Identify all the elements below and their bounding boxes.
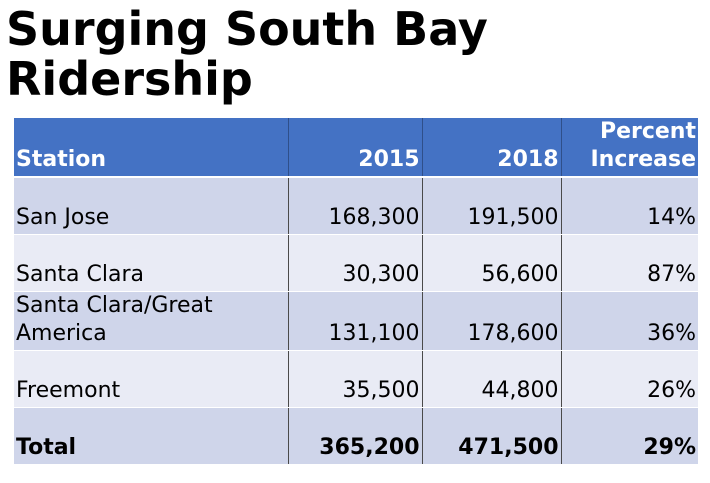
table-row: Santa Clara 30,300 56,600 87%: [14, 234, 698, 292]
total-2018-cell: 471,500: [422, 407, 562, 465]
table-header-row: Station 2015 2018 Percent Increase: [14, 118, 698, 178]
ridership-2015-cell: 35,500: [288, 350, 423, 408]
total-percent-cell: 29%: [561, 407, 698, 465]
header-2015: 2015: [288, 118, 423, 178]
percent-increase-cell: 36%: [561, 291, 698, 351]
ridership-2018-cell: 44,800: [422, 350, 562, 408]
ridership-2018-cell: 178,600: [422, 291, 562, 351]
page-title: Surging South Bay Ridership: [6, 4, 488, 104]
total-2015-cell: 365,200: [288, 407, 423, 465]
ridership-2015-cell: 131,100: [288, 291, 423, 351]
total-row: Total 365,200 471,500 29%: [14, 407, 698, 465]
header-percent-line-1: Percent: [599, 119, 696, 144]
station-cell: San Jose: [14, 177, 289, 235]
ridership-2018-cell: 191,500: [422, 177, 562, 235]
percent-increase-cell: 14%: [561, 177, 698, 235]
table-row: Freemont 35,500 44,800 26%: [14, 350, 698, 408]
header-station: Station: [14, 118, 289, 178]
header-percent-increase: Percent Increase: [561, 118, 698, 178]
title-line-1: Surging South Bay: [6, 2, 488, 56]
header-percent-line-2: Increase: [590, 147, 696, 172]
title-line-2: Ridership: [6, 52, 253, 106]
ridership-2015-cell: 168,300: [288, 177, 423, 235]
ridership-2018-cell: 56,600: [422, 234, 562, 292]
station-cell: Freemont: [14, 350, 289, 408]
ridership-table: Station 2015 2018 Percent Increase San J…: [14, 118, 698, 465]
table-row: Santa Clara/Great America 131,100 178,60…: [14, 291, 698, 351]
ridership-2015-cell: 30,300: [288, 234, 423, 292]
header-2018: 2018: [422, 118, 562, 178]
station-cell: Santa Clara: [14, 234, 289, 292]
table-row: San Jose 168,300 191,500 14%: [14, 177, 698, 235]
percent-increase-cell: 26%: [561, 350, 698, 408]
total-label-cell: Total: [14, 407, 289, 465]
station-cell: Santa Clara/Great America: [14, 291, 289, 351]
percent-increase-cell: 87%: [561, 234, 698, 292]
